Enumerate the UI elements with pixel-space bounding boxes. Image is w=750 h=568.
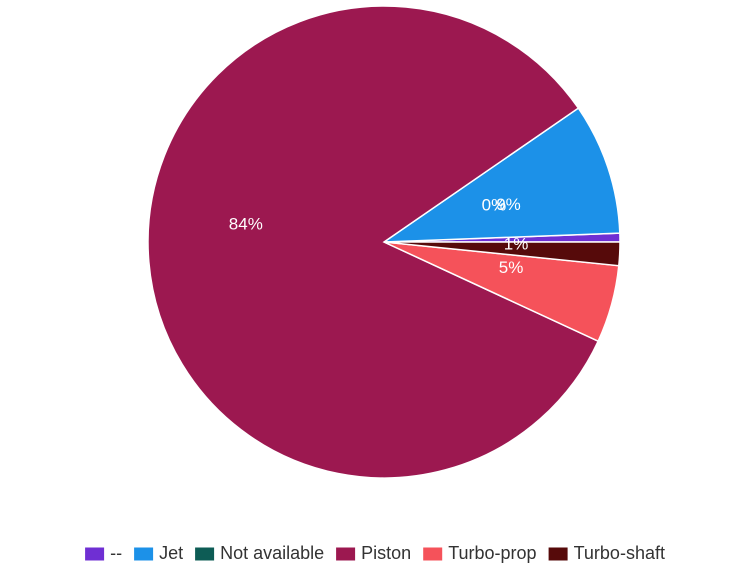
data-label-jet: 9% bbox=[496, 195, 521, 214]
legend-swatch bbox=[85, 547, 105, 561]
legend-swatch bbox=[195, 547, 215, 561]
legend-swatch bbox=[423, 547, 443, 561]
data-label-unlabeled: 0% bbox=[482, 196, 507, 215]
legend-swatch bbox=[134, 547, 154, 561]
pie-data-labels: 0%9% 84% 5% 1% bbox=[229, 195, 529, 277]
legend-item-turbo-prop[interactable]: Turbo-prop bbox=[423, 543, 537, 563]
legend-item-jet[interactable]: Jet bbox=[134, 543, 183, 563]
legend-item-piston[interactable]: Piston bbox=[336, 543, 411, 563]
legend-label: Turbo-shaft bbox=[574, 543, 665, 563]
legend-label: Not available bbox=[220, 543, 324, 563]
legend-label: Jet bbox=[159, 543, 183, 563]
legend-item-unlabeled[interactable]: -- bbox=[85, 543, 122, 563]
legend-label: Turbo-prop bbox=[448, 543, 536, 563]
slice-turbo-shaft[interactable] bbox=[383, 241, 621, 267]
legend-label: -- bbox=[110, 543, 122, 563]
data-label-turbo-prop: 5% bbox=[499, 258, 524, 277]
slice-piston[interactable] bbox=[147, 5, 600, 479]
slice-jet[interactable] bbox=[381, 107, 621, 243]
data-label-turbo-shaft: 1% bbox=[504, 234, 529, 253]
pie-slices bbox=[147, 5, 621, 479]
legend: -- Jet Not available Piston Turbo-prop Turbo-… bbox=[85, 543, 665, 563]
legend-item-not-available[interactable]: Not available bbox=[195, 543, 324, 563]
data-label-piston: 84% bbox=[229, 214, 263, 233]
legend-swatch bbox=[336, 547, 356, 561]
legend-label: Piston bbox=[361, 543, 411, 563]
legend-item-turbo-shaft[interactable]: Turbo-shaft bbox=[548, 543, 665, 563]
legend-swatch bbox=[548, 547, 568, 561]
